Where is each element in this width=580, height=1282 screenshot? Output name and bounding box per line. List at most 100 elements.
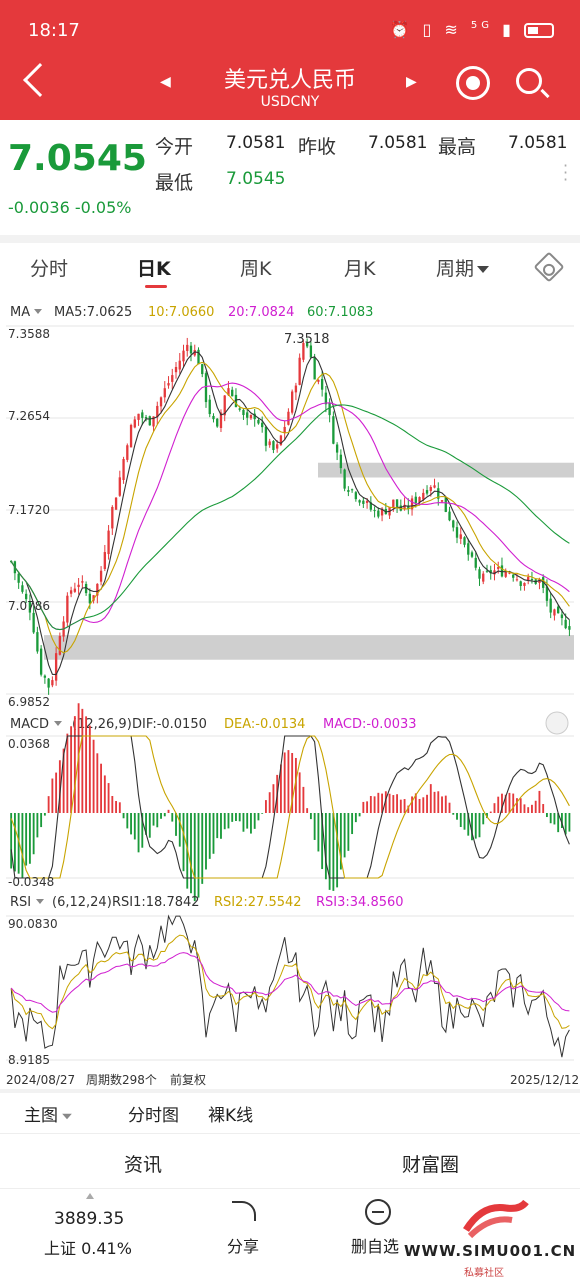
candle [452, 520, 455, 528]
candle [422, 492, 425, 500]
page-title: 美元兑人民币 [223, 68, 356, 93]
candle [425, 490, 429, 494]
tab-weekly-k[interactable]: 周K [240, 258, 272, 280]
candle [58, 636, 62, 655]
peak-annotation: 7.3518 [284, 332, 330, 347]
candle [133, 419, 136, 428]
main-chart-select[interactable]: 主图 [24, 1101, 73, 1126]
macd-params: (12,26,9) [72, 717, 132, 732]
candle [182, 350, 185, 362]
rsi3-line [10, 952, 570, 1013]
candle [358, 500, 361, 503]
watermark: WWW.SIMU001.CN 私募社区 [404, 1194, 580, 1282]
candle [99, 570, 103, 582]
prev-close-value: 7.0581 [368, 133, 428, 153]
dropdown-icon [477, 266, 490, 273]
start-date: 2024/08/27 [6, 1073, 75, 1087]
expand-icon[interactable] [545, 711, 569, 735]
battery-icon [524, 23, 554, 38]
more-icon[interactable]: · · · [563, 156, 569, 189]
candle [527, 576, 530, 581]
candle [264, 426, 268, 446]
kline-chart-svg[interactable]: MA MA5:7.0625 10:7.0660 20:7.0824 60:7.1… [0, 296, 580, 1091]
ma10-line [10, 361, 570, 654]
candle [47, 678, 50, 688]
candle [156, 405, 159, 418]
wifi-icon: ≋ [444, 20, 462, 39]
candle [32, 612, 35, 633]
status-bar: 18:17 ⏰ ▯ ≋ 5G ▮ [0, 0, 580, 50]
share-button[interactable]: 分享 [227, 1237, 260, 1256]
main-chart-dropdown-icon [62, 1113, 72, 1119]
watermark-text: WWW.SIMU001.CN [404, 1242, 577, 1260]
candle [395, 499, 399, 507]
search-icon[interactable] [516, 68, 542, 94]
share-icon[interactable] [232, 1201, 256, 1221]
index-label[interactable]: 上证 0.41% [44, 1239, 132, 1258]
candle [294, 385, 298, 393]
candle [201, 364, 204, 375]
signal-icon: ▮ [502, 20, 515, 39]
intraday-chart-toggle[interactable]: 分时图 [128, 1106, 179, 1126]
bare-k-toggle[interactable]: 裸K线 [208, 1106, 254, 1126]
period-count: 周期数298个 [86, 1072, 157, 1087]
candle [81, 581, 84, 583]
change-value: -0.0036 [8, 198, 70, 217]
candle [141, 412, 144, 418]
candle [148, 416, 151, 426]
candle [305, 342, 309, 347]
next-instrument-icon[interactable]: ▶ [406, 74, 417, 90]
tab-daily-k[interactable]: 日K [137, 258, 171, 280]
rsi-indicator-select[interactable]: RSI [10, 895, 31, 910]
vibrate-icon: ▯ [422, 20, 436, 39]
candle [51, 680, 54, 686]
prev-instrument-icon[interactable]: ◀ [160, 74, 171, 90]
macd-y-max: 0.0368 [8, 737, 50, 751]
high-value: 7.0581 [508, 133, 568, 153]
watermark-sub: 私募社区 [464, 1268, 504, 1279]
candle [339, 454, 343, 469]
macd-indicator-select[interactable]: MACD [10, 717, 49, 732]
candle [459, 534, 462, 539]
assistant-icon[interactable] [456, 66, 490, 100]
candle [246, 412, 249, 418]
watermark-logo [463, 1200, 529, 1239]
index-value[interactable]: 3889.35 [54, 1209, 125, 1229]
tab-period[interactable]: 周期 [436, 254, 490, 281]
tab-intraday[interactable]: 分时 [30, 258, 69, 280]
main-indicator-select[interactable]: MA [10, 305, 30, 320]
candle [493, 570, 496, 575]
remove-watchlist-icon[interactable] [365, 1199, 391, 1225]
candle [96, 583, 99, 596]
candle [238, 408, 241, 410]
candle [39, 648, 43, 675]
candle [298, 357, 301, 385]
candle [88, 593, 92, 604]
dea-line [10, 735, 570, 879]
candle [365, 500, 369, 503]
tab-wealth-circle[interactable]: 财富圈 [402, 1154, 460, 1176]
kline-chart[interactable]: MA MA5:7.0625 10:7.0660 20:7.0824 60:7.1… [0, 296, 580, 1091]
candle [122, 459, 125, 481]
tab-monthly-k[interactable]: 月K [344, 258, 376, 280]
candle [377, 510, 380, 517]
rsi-dropdown-icon[interactable] [36, 899, 44, 904]
candle [212, 415, 215, 420]
candle [350, 489, 354, 491]
candle [362, 500, 365, 504]
divider [0, 235, 580, 243]
remove-watchlist-button[interactable]: 删自选 [351, 1237, 400, 1256]
y-label-max: 7.3588 [8, 327, 50, 341]
candle [485, 570, 489, 572]
ma20-line [10, 382, 570, 631]
candle [347, 490, 350, 492]
macd-dropdown-icon[interactable] [54, 721, 62, 726]
current-price: 7.0545 [8, 138, 147, 179]
rsi-y-min: 8.9185 [8, 1053, 50, 1067]
candle [328, 402, 331, 416]
price-change: -0.0036 -0.05% [8, 198, 131, 217]
tab-news[interactable]: 资讯 [124, 1154, 163, 1176]
candle [17, 573, 20, 583]
main-indicator-dropdown-icon[interactable] [34, 309, 42, 314]
bottom-toolbar: 3889.35 上证 0.41% 分享 删自选 [0, 1189, 580, 1282]
